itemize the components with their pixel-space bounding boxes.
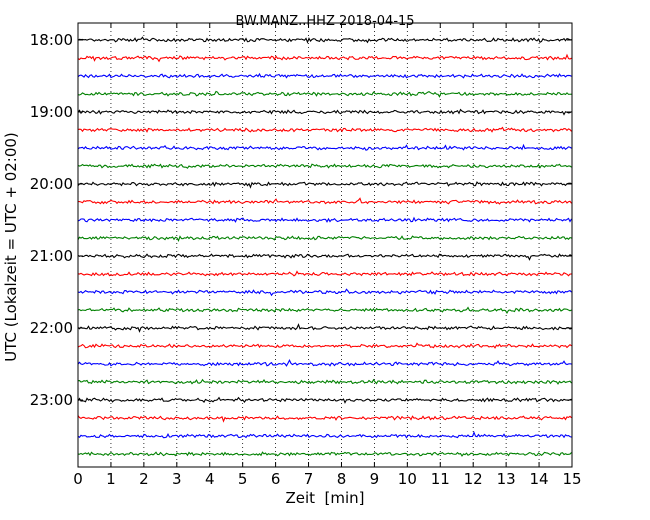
seismogram-traces [77, 36, 572, 457]
trace-18 [77, 359, 572, 367]
trace-13 [77, 270, 572, 277]
y-tick-label: 20:00 [30, 175, 73, 193]
x-tick-label: 3 [172, 470, 182, 488]
x-axis-ticks: 0 1 2 3 4 5 6 7 8 9 10 11 12 13 14 15 [73, 23, 582, 488]
x-tick-label: 6 [271, 470, 281, 488]
trace-21 [77, 415, 572, 423]
x-tick-label: 10 [398, 470, 417, 488]
x-tick-label: 12 [464, 470, 483, 488]
x-tick-label: 7 [304, 470, 314, 488]
y-tick-label: 21:00 [30, 247, 73, 265]
chart-title: BW.MANZ..HHZ 2018-04-15 [235, 14, 414, 29]
trace-11 [77, 235, 572, 242]
x-tick-label: 4 [205, 470, 215, 488]
y-axis-ticks: 18:00 19:00 20:00 21:00 22:00 23:00 [30, 31, 572, 409]
trace-12 [77, 253, 572, 261]
x-tick-label: 11 [431, 470, 450, 488]
x-tick-label: 0 [73, 470, 83, 488]
x-tick-label: 9 [370, 470, 380, 488]
x-tick-label: 5 [238, 470, 248, 488]
y-tick-label: 19:00 [30, 103, 73, 121]
trace-0 [77, 36, 572, 44]
trace-15 [77, 306, 572, 314]
y-tick-label: 22:00 [30, 319, 73, 337]
trace-4 [77, 108, 572, 116]
x-tick-label: 13 [497, 470, 516, 488]
y-tick-label: 23:00 [30, 391, 73, 409]
y-tick-label: 18:00 [30, 31, 73, 49]
y-axis-label: UTC (Lokalzeit = UTC + 02:00) [2, 132, 20, 362]
trace-16 [77, 323, 572, 333]
trace-1 [77, 53, 572, 63]
trace-7 [77, 163, 572, 169]
trace-10 [77, 216, 572, 223]
trace-22 [77, 430, 572, 439]
trace-23 [77, 451, 572, 457]
trace-9 [77, 197, 572, 205]
trace-3 [77, 90, 572, 98]
x-tick-label: 1 [106, 470, 116, 488]
trace-17 [77, 342, 572, 349]
trace-8 [77, 181, 572, 189]
x-tick-label: 14 [530, 470, 549, 488]
trace-20 [77, 396, 572, 404]
x-tick-label: 2 [139, 470, 149, 488]
x-tick-label: 15 [562, 470, 581, 488]
trace-5 [77, 126, 572, 133]
plot-frame [77, 22, 573, 468]
trace-19 [77, 378, 572, 385]
x-axis-label: Zeit [min] [285, 489, 364, 507]
x-tick-label: 8 [337, 470, 347, 488]
trace-6 [77, 143, 572, 151]
trace-2 [77, 72, 572, 79]
trace-14 [77, 288, 572, 297]
